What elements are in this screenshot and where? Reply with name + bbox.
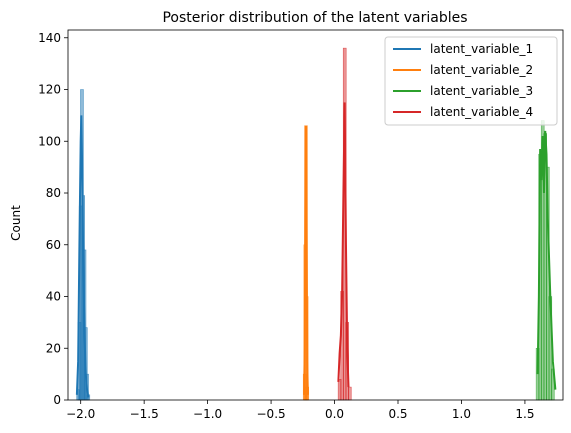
y-tick-label: 60 [46,238,61,252]
x-tick-label: −2.0 [66,407,95,421]
y-tick-label: 80 [46,186,61,200]
x-tick-label: 1.5 [515,407,534,421]
legend-label: latent_variable_1 [430,42,533,56]
histogram-bar [348,387,351,400]
y-tick-label: 100 [38,134,61,148]
x-tick-label: −1.5 [130,407,159,421]
legend-label: latent_variable_3 [430,84,533,98]
x-tick-label: 0.5 [388,407,407,421]
x-tick-label: 1.0 [452,407,471,421]
legend: latent_variable_1 latent_variable_2latent… [385,37,557,125]
y-axis-label: Count [9,205,23,241]
y-tick-label: 120 [38,83,61,97]
legend-label: latent_variable_4 [430,105,533,119]
chart-title: Posterior distribution of the latent var… [162,10,467,26]
legend-label: latent_variable_2 [430,63,533,77]
y-tick-label: 140 [38,31,61,45]
y-tick-label: 0 [53,393,61,407]
y-tick-label: 40 [46,290,61,304]
x-tick-label: −1.0 [193,407,222,421]
y-tick-label: 20 [46,341,61,355]
x-tick-label: 0.0 [325,407,344,421]
x-tick-label: −0.5 [257,407,286,421]
